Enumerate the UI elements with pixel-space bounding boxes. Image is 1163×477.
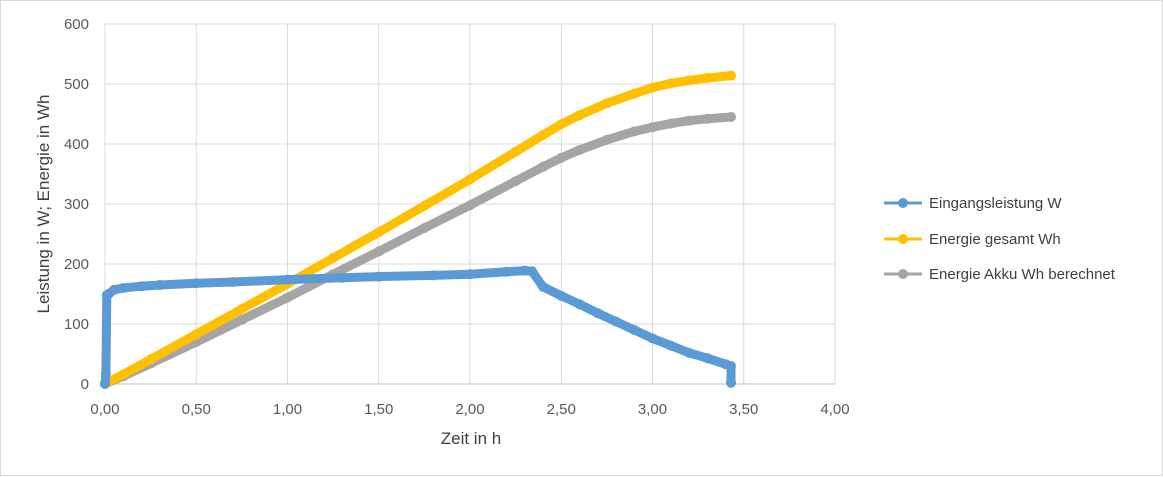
legend: Eingangsleistung W Energie gesamt Wh Energ… [884,195,1116,283]
y-tick-label: 600 [64,16,89,33]
legend-label: Energie Akku Wh berechnet [929,266,1116,283]
data-point [328,253,339,263]
data-point [556,119,567,130]
data-point [556,152,567,163]
data-point [419,223,430,233]
legend-item: Energie gesamt Wh [884,231,1061,248]
data-point [538,281,548,292]
data-point [373,227,384,238]
data-point [702,113,713,124]
data-point [538,130,548,140]
data-point [726,377,736,388]
data-point [501,266,512,277]
data-point [118,369,129,380]
series-start-segment [104,295,108,385]
data-point [629,325,640,335]
series-1 [100,265,736,389]
data-point [465,200,475,211]
legend-swatch-marker [898,234,908,244]
data-point [556,290,567,301]
data-point [428,270,439,281]
data-point [629,88,640,99]
data-point [592,308,603,319]
data-point [665,78,676,89]
x-tick-label: 3,00 [638,401,667,418]
legend-item: Energie Akku Wh berechnet [884,266,1116,283]
x-tick-label: 3,50 [729,401,758,418]
data-point [510,146,521,157]
data-point [702,73,713,83]
x-tick-label: 1,00 [273,401,302,418]
data-point [527,266,537,277]
x-axis-ticks: 0,00 0,50 1,00 1,50 2,00 2,50 3,00 3,50 4,00 [90,401,849,418]
data-point [574,110,585,121]
data-point [574,299,585,310]
data-point [510,176,521,187]
data-point [373,246,384,257]
data-point [145,354,156,365]
data-point [601,98,612,109]
data-point [191,329,202,340]
x-tick-label: 0,00 [90,401,119,418]
data-point [647,333,658,344]
data-point [726,70,736,81]
data-point [236,304,247,314]
data-point [337,272,348,283]
y-tick-label: 500 [64,76,89,93]
data-point [465,174,475,185]
data-point [191,278,202,289]
data-point [154,280,165,290]
data-point [684,75,694,86]
data-point [647,122,658,133]
data-point [136,281,147,292]
series-3 [100,112,736,389]
data-point [282,292,293,303]
y-tick-label: 0 [81,376,89,393]
data-point [665,340,676,351]
data-point [419,200,430,211]
data-point [538,161,548,172]
data-point [702,353,713,364]
legend-item: Eingangsleistung W [884,195,1062,212]
data-point [601,134,612,145]
data-point [726,112,736,122]
data-point [611,316,621,327]
data-point [118,283,129,293]
x-tick-label: 2,00 [455,401,484,418]
y-tick-label: 400 [64,136,89,153]
y-tick-label: 100 [64,316,89,333]
data-point [282,274,293,285]
y-axis-ticks: 0 100 200 300 400 500 600 [64,16,89,393]
legend-swatch-marker [898,198,908,208]
data-point [647,82,658,93]
data-point [726,361,736,371]
data-point [109,284,120,295]
data-point [236,314,247,325]
data-point [629,126,640,137]
data-point [227,277,238,287]
x-tick-label: 2,50 [547,401,576,418]
x-tick-label: 1,50 [364,401,393,418]
x-axis-title: Zeit in h [441,429,501,448]
data-point [684,347,694,358]
data-point [519,265,530,276]
data-point [574,145,585,155]
legend-label: Eingangsleistung W [929,195,1062,212]
legend-label: Energie gesamt Wh [929,231,1061,248]
series-2 [100,70,736,389]
data-point [684,115,694,126]
y-tick-label: 300 [64,196,89,213]
data-point [465,269,475,280]
data-point [665,118,676,129]
y-tick-label: 200 [64,256,89,273]
legend-swatch-marker [898,269,908,279]
series-layer [100,70,736,389]
x-tick-label: 0,50 [182,401,211,418]
data-point [373,271,384,282]
y-axis-title: Leistung in W; Energie in Wh [34,95,53,314]
x-tick-label: 4,00 [820,401,849,418]
